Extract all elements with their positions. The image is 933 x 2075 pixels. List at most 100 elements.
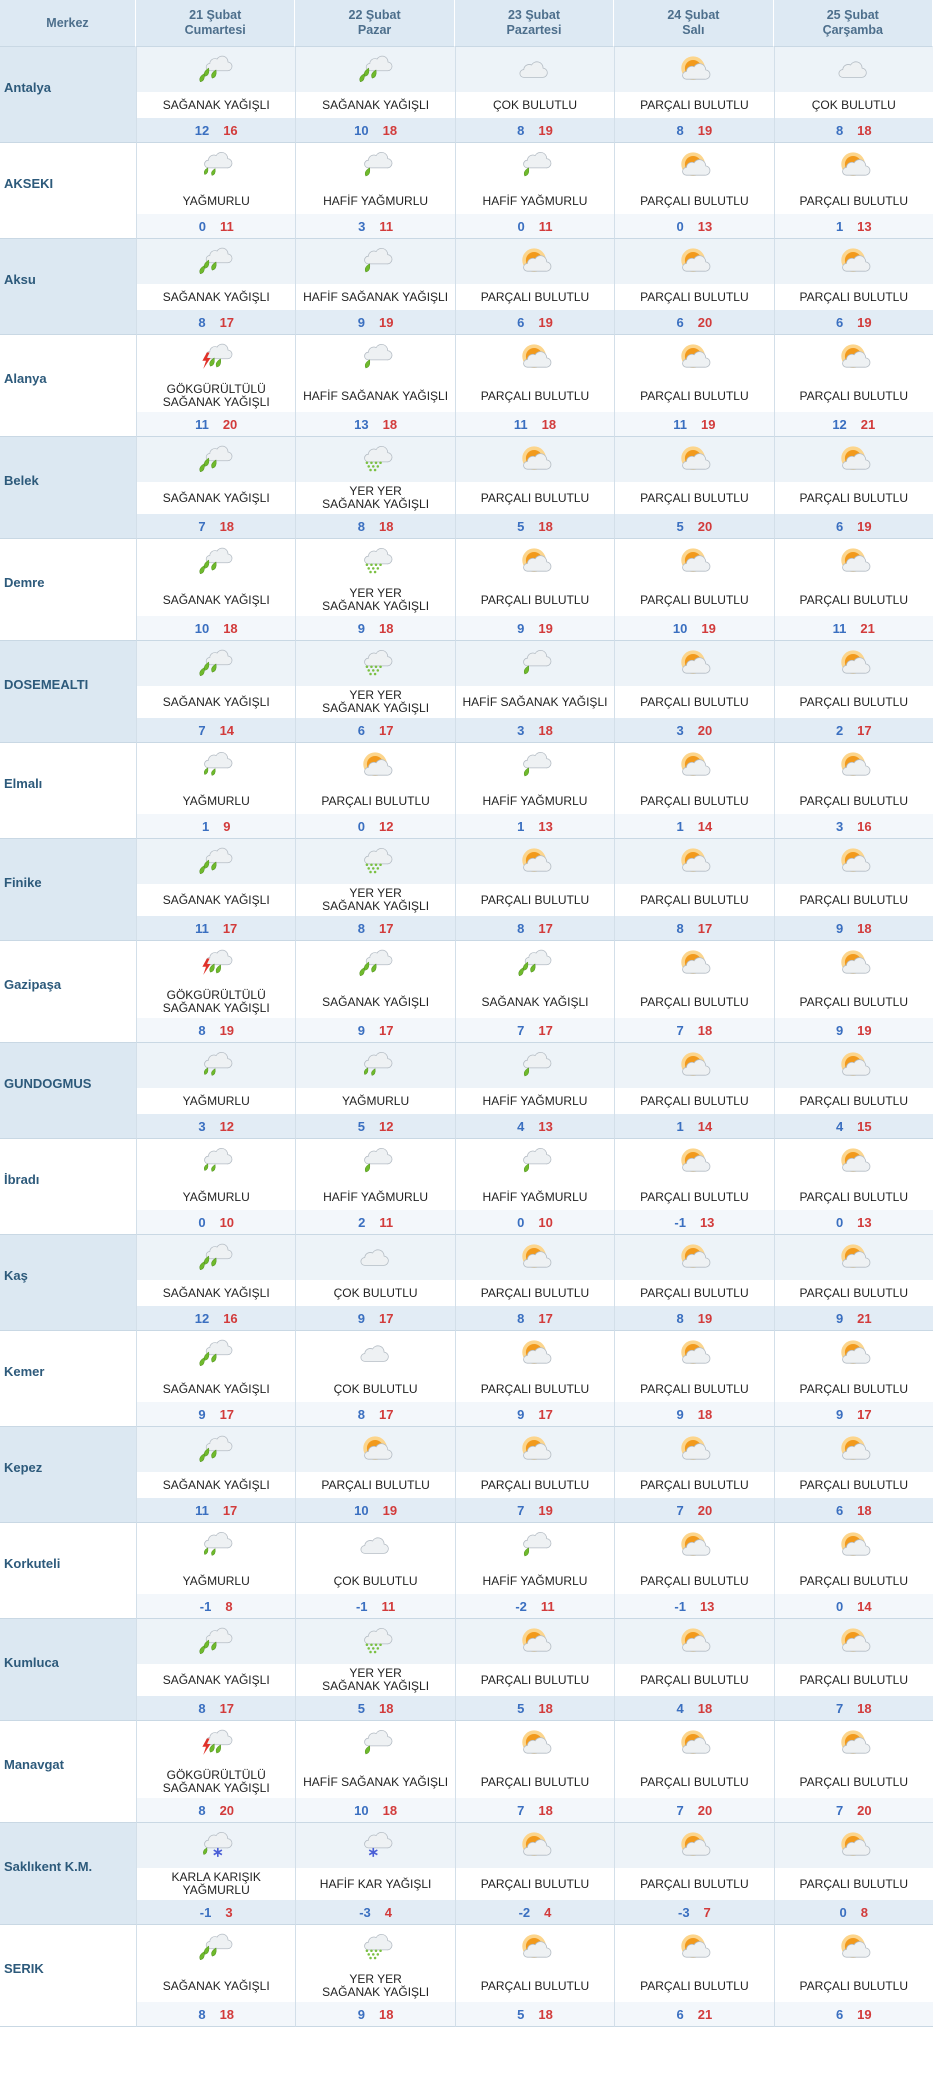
low-temp: 3 (358, 218, 366, 234)
temperatures: 8 17 (455, 1306, 615, 1330)
icon-area (296, 1619, 455, 1664)
icon-part (363, 649, 392, 666)
icon-area (615, 641, 774, 686)
temperatures: 6 19 (455, 310, 615, 334)
high-temp: 4 (384, 1904, 392, 1920)
temperatures: 7 20 (615, 1498, 774, 1522)
icon-part (368, 468, 372, 471)
icon-part (363, 1066, 368, 1075)
low-temp: 8 (198, 2006, 206, 2022)
low-temp: 0 (676, 218, 684, 234)
forecast-cell: YAĞMURLU 3 12 (136, 1043, 296, 1139)
icon-part (204, 1531, 233, 1548)
icon-part (838, 60, 867, 78)
forecast-cell: SAĞANAK YAĞIŞLI 12 16 (136, 1235, 296, 1331)
condition-area: PARÇALI BULUTLU (615, 188, 773, 214)
forecast-cell: ÇOK BULUTLU 8 17 (295, 1331, 455, 1427)
condition: HAFİF SAĞANAK YAĞIŞLI (303, 1774, 449, 1789)
high-temp: 17 (219, 314, 235, 330)
low-temp: 11 (832, 620, 847, 636)
condition: HAFİF YAĞMURLU (482, 1093, 588, 1108)
condition: YER YER SAĞANAK YAĞIŞLI (322, 688, 430, 715)
condition: YAĞMURLU (342, 1093, 410, 1108)
condition: ÇOK BULUTLU (333, 1573, 418, 1588)
high-temp: 13 (857, 218, 872, 234)
icon-part (203, 1846, 208, 1855)
high-temp: 13 (857, 1214, 872, 1230)
forecast-cell: PARÇALI BULUTLU 3 16 (773, 743, 933, 839)
icon-part (378, 1642, 382, 1646)
condition-area: HAFİF SAĞANAK YAĞIŞLI (456, 686, 614, 718)
condition-area: PARÇALI BULUTLU (615, 1766, 773, 1798)
low-temp: 6 (357, 722, 365, 738)
icon-part (682, 554, 711, 572)
high-temp: 17 (222, 920, 238, 936)
low-temp: 2 (358, 1214, 366, 1230)
icon-area (296, 1823, 455, 1868)
condition-area: PARÇALI BULUTLU (615, 1868, 773, 1900)
icon-area (456, 1331, 614, 1376)
condition-area: HAFİF YAĞMURLU (456, 188, 614, 214)
condition-area: ÇOK BULUTLU (775, 92, 933, 118)
condition: PARÇALI BULUTLU (321, 793, 430, 808)
condition-area: PARÇALI BULUTLU (615, 884, 773, 916)
forecast-cell: PARÇALI BULUTLU 10 19 (295, 1427, 455, 1523)
weather-icon (363, 445, 392, 471)
condition: SAĞANAK YAĞIŞLI (481, 994, 589, 1009)
icon-part (211, 69, 217, 78)
low-temp: 9 (357, 1022, 365, 1038)
low-temp: 11 (195, 1502, 209, 1518)
icon-area (296, 743, 454, 788)
icon-part (378, 562, 382, 566)
forecast-cell: PARÇALI BULUTLU 7 20 (614, 1427, 774, 1523)
temperatures: 5 18 (296, 1696, 455, 1720)
high-temp: 13 (697, 218, 713, 234)
temperatures: -1 11 (296, 1594, 455, 1618)
forecast-cell: SAĞANAK YAĞIŞLI 12 16 (136, 47, 296, 143)
forecast-cell: SAĞANAK YAĞIŞLI 11 17 (136, 1427, 296, 1523)
condition-area: PARÇALI BULUTLU (456, 482, 614, 514)
high-temp: 19 (701, 620, 716, 636)
high-temp: 11 (379, 1214, 394, 1230)
condition-area: PARÇALI BULUTLU (615, 284, 773, 310)
icon-area (456, 143, 614, 188)
icon-part (841, 956, 871, 974)
icon-part (363, 847, 392, 864)
forecast-cell: YAĞMURLU 5 12 (295, 1043, 455, 1139)
icon-area (774, 1619, 933, 1664)
condition: PARÇALI BULUTLU (321, 1477, 430, 1492)
weather-icon (681, 1729, 711, 1754)
low-temp: 9 (835, 1310, 844, 1326)
icon-area (137, 839, 296, 884)
temperatures: 7 18 (137, 514, 296, 538)
icon-area (455, 239, 615, 284)
icon-area (615, 437, 774, 482)
high-temp: 19 (697, 122, 713, 138)
icon-part (523, 166, 530, 176)
temperatures: 7 19 (455, 1498, 615, 1522)
icon-part (204, 1945, 210, 1955)
forecast-cell: PARÇALI BULUTLU 9 19 (773, 941, 933, 1043)
low-temp: 9 (517, 620, 525, 636)
icon-part (376, 1952, 379, 1956)
forecast-cell: PARÇALI BULUTLU 1 14 (614, 743, 774, 839)
icon-part (368, 1847, 378, 1857)
forecast-cell: HAFİF YAĞMURLU 4 13 (454, 1043, 615, 1139)
icon-part (368, 870, 372, 873)
low-temp: 5 (517, 1700, 525, 1716)
high-temp: 19 (538, 620, 553, 636)
icon-area (615, 941, 773, 986)
icon-part (367, 464, 370, 468)
forecast-cell: PARÇALI BULUTLU 9 17 (773, 1331, 933, 1427)
condition: PARÇALI BULUTLU (480, 1978, 590, 1993)
icon-part (211, 1163, 216, 1172)
condition: PARÇALI BULUTLU (480, 1672, 590, 1687)
condition-area: PARÇALI BULUTLU (456, 284, 614, 310)
high-temp: 17 (378, 1022, 394, 1038)
weather-icon (522, 1831, 552, 1856)
high-temp: 12 (378, 818, 394, 834)
condition: PARÇALI BULUTLU (640, 793, 749, 808)
icon-part (365, 862, 368, 866)
